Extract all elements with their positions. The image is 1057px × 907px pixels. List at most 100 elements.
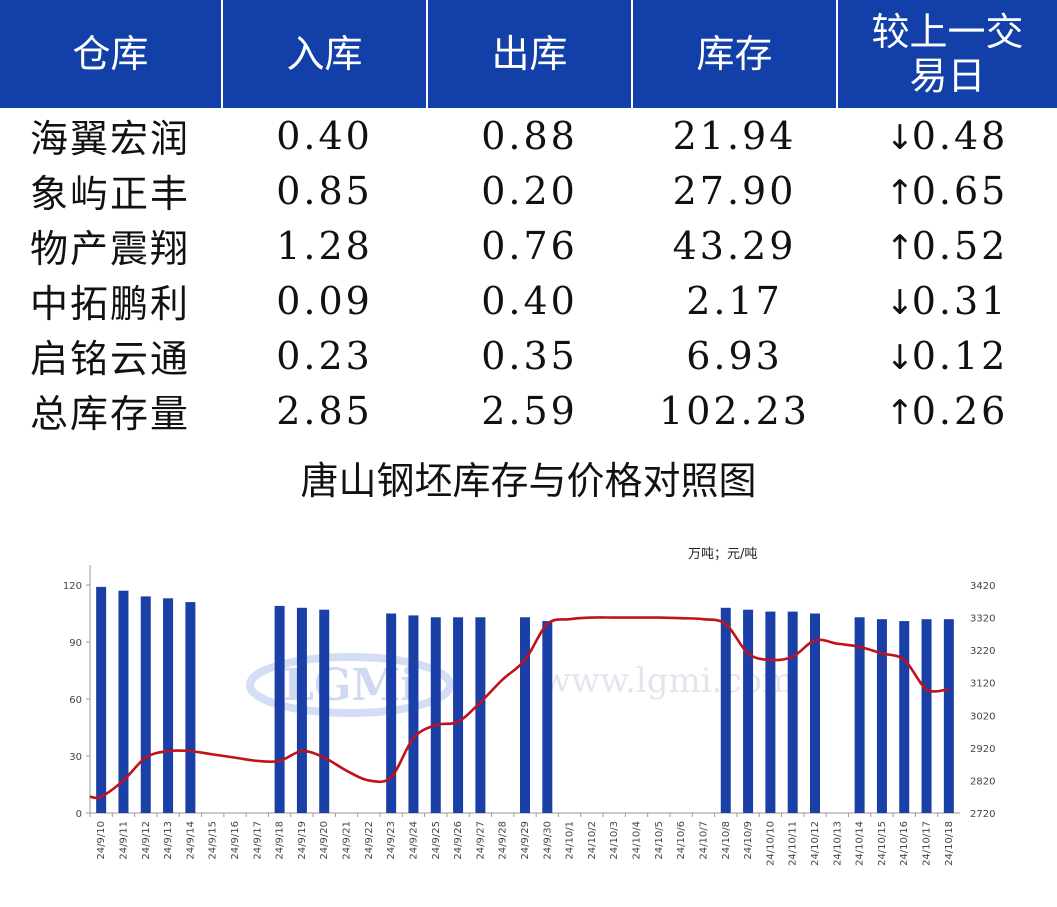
header-change: 较上一交易日	[837, 0, 1057, 108]
y-right-tick-label: 3020	[970, 711, 995, 722]
inbound-value: 0.40	[276, 113, 373, 158]
x-tick-label: 24/10/9	[743, 821, 754, 860]
header-change-label: 较上一交易日	[871, 10, 1024, 98]
x-tick-label: 24/10/8	[721, 821, 732, 860]
inventory-bar	[386, 613, 397, 813]
warehouse-name: 象屿正丰	[30, 172, 191, 216]
inventory-bar	[140, 596, 151, 813]
x-tick-label: 24/10/18	[944, 821, 955, 866]
header-outbound: 出库	[427, 0, 633, 108]
change-cell: ↓0.12	[837, 328, 1057, 383]
stock-value: 6.93	[686, 333, 783, 378]
change-value: 0.65	[911, 168, 1009, 213]
y-left-tick-label: 30	[69, 752, 82, 763]
x-tick-label: 24/9/30	[542, 821, 553, 860]
x-tick-label: 24/10/7	[698, 821, 709, 860]
x-tick-label: 24/10/15	[877, 821, 888, 866]
table-header-row: 仓库 入库 出库 库存 较上一交易日	[0, 0, 1057, 108]
watermark-url: www.lgmi.com	[542, 661, 794, 701]
inventory-bar	[765, 611, 776, 813]
x-tick-label: 24/9/15	[208, 821, 219, 860]
warehouse-name: 物产震翔	[30, 227, 191, 271]
inventory-bar	[943, 619, 954, 813]
y-right-tick-label: 3220	[970, 646, 995, 657]
warehouse-name: 启铭云通	[30, 337, 191, 381]
inventory-bar	[787, 611, 798, 813]
chart-svg: LGMi www.lgmi.com 万吨；元/吨 030609012027202…	[63, 547, 996, 866]
change-cell: ↑0.26	[837, 383, 1057, 438]
x-tick-label: 24/9/29	[520, 821, 531, 860]
table-row: 总库存量 2.85 2.59 102.23 ↑0.26	[0, 383, 1057, 438]
header-stock: 库存	[632, 0, 838, 108]
x-tick-label: 24/9/16	[230, 821, 241, 860]
x-tick-label: 24/9/14	[185, 821, 196, 860]
arrow-up-icon: ↑	[885, 392, 918, 433]
change-value: 0.48	[911, 113, 1009, 158]
change-cell: ↑0.52	[837, 218, 1057, 273]
x-axis-labels: 24/9/10 24/9/11 24/9/12 24/9/13 24/9/14 24/9/…	[89, 813, 955, 866]
stock-value: 27.90	[672, 168, 797, 213]
x-tick-label: 24/10/12	[810, 821, 821, 866]
table-row: 海翼宏润 0.40 0.88 21.94 ↓0.48	[0, 108, 1057, 163]
x-tick-label: 24/9/25	[431, 821, 442, 860]
x-tick-label: 24/9/11	[118, 821, 129, 860]
x-tick-label: 24/9/19	[297, 821, 308, 860]
inventory-bar	[520, 617, 530, 813]
inventory-bar	[810, 613, 820, 813]
change-cell: ↓0.31	[837, 273, 1057, 328]
change-cell: ↓0.48	[837, 108, 1057, 163]
change-cell: ↑0.65	[837, 163, 1057, 218]
inventory-bar	[319, 609, 330, 813]
x-tick-label: 24/10/17	[922, 821, 933, 866]
chart-title: 唐山钢坯库存与价格对照图	[300, 459, 757, 503]
y-right-tick-label: 2820	[970, 776, 995, 787]
unit-label: 万吨；元/吨	[688, 547, 757, 562]
table-body: 海翼宏润 0.40 0.88 21.94 ↓0.48 象屿正丰 0.85 0.20 27.90 ↑…	[0, 108, 1057, 438]
y-left-tick-label: 0	[76, 809, 82, 820]
x-tick-label: 24/10/13	[832, 821, 843, 866]
inventory-bar	[163, 598, 174, 813]
x-tick-label: 24/9/10	[96, 821, 107, 860]
inventory-bar	[430, 617, 441, 813]
x-tick-label: 24/9/21	[342, 821, 353, 860]
table-row: 物产震翔 1.28 0.76 43.29 ↑0.52	[0, 218, 1057, 273]
x-tick-label: 24/9/22	[364, 821, 375, 860]
x-tick-label: 24/9/23	[386, 821, 397, 860]
inventory-bar	[185, 602, 196, 813]
y-right-tick-label: 3320	[970, 614, 995, 625]
outbound-value: 2.59	[481, 388, 578, 433]
stock-value: 102.23	[659, 388, 810, 433]
inventory-bar	[118, 590, 129, 813]
inventory-bar	[921, 619, 932, 813]
stock-value: 21.94	[672, 113, 797, 158]
header-warehouse: 仓库	[0, 0, 223, 108]
x-tick-label: 24/9/28	[498, 821, 509, 860]
table-row: 启铭云通 0.23 0.35 6.93 ↓0.12	[0, 328, 1057, 383]
x-tick-label: 24/10/3	[609, 821, 620, 860]
y-right-tick-label: 2720	[970, 809, 995, 820]
x-tick-label: 24/10/14	[855, 821, 866, 866]
warehouse-name: 海翼宏润	[30, 117, 191, 161]
price-line	[89, 616, 949, 800]
inbound-value: 0.85	[276, 168, 373, 213]
x-tick-label: 24/10/6	[676, 821, 687, 860]
inventory-table: 仓库 入库 出库 库存 较上一交易日 海翼宏润 0.40 0.88 21.94 ↓0.4…	[0, 0, 1057, 438]
inbound-value: 2.85	[276, 388, 373, 433]
outbound-value: 0.76	[481, 223, 578, 268]
inventory-bar	[876, 619, 887, 813]
y-left-tick-label: 60	[69, 695, 82, 706]
x-tick-label: 24/9/26	[453, 821, 464, 860]
warehouse-name: 总库存量	[30, 392, 191, 436]
outbound-value: 0.40	[481, 278, 578, 323]
arrow-down-icon: ↓	[885, 282, 918, 323]
inventory-bar	[296, 607, 307, 813]
x-tick-label: 24/10/16	[899, 821, 910, 866]
inventory-bar	[475, 617, 486, 813]
x-tick-label: 24/9/20	[319, 821, 330, 860]
inventory-bar	[453, 617, 464, 813]
inventory-bar	[542, 621, 553, 813]
inventory-bar	[274, 605, 285, 813]
inbound-value: 0.23	[276, 333, 373, 378]
x-tick-label: 24/9/18	[275, 821, 286, 860]
inventory-table-container: 仓库 入库 出库 库存 较上一交易日 海翼宏润 0.40 0.88 21.94 ↓0.4…	[0, 0, 1057, 438]
